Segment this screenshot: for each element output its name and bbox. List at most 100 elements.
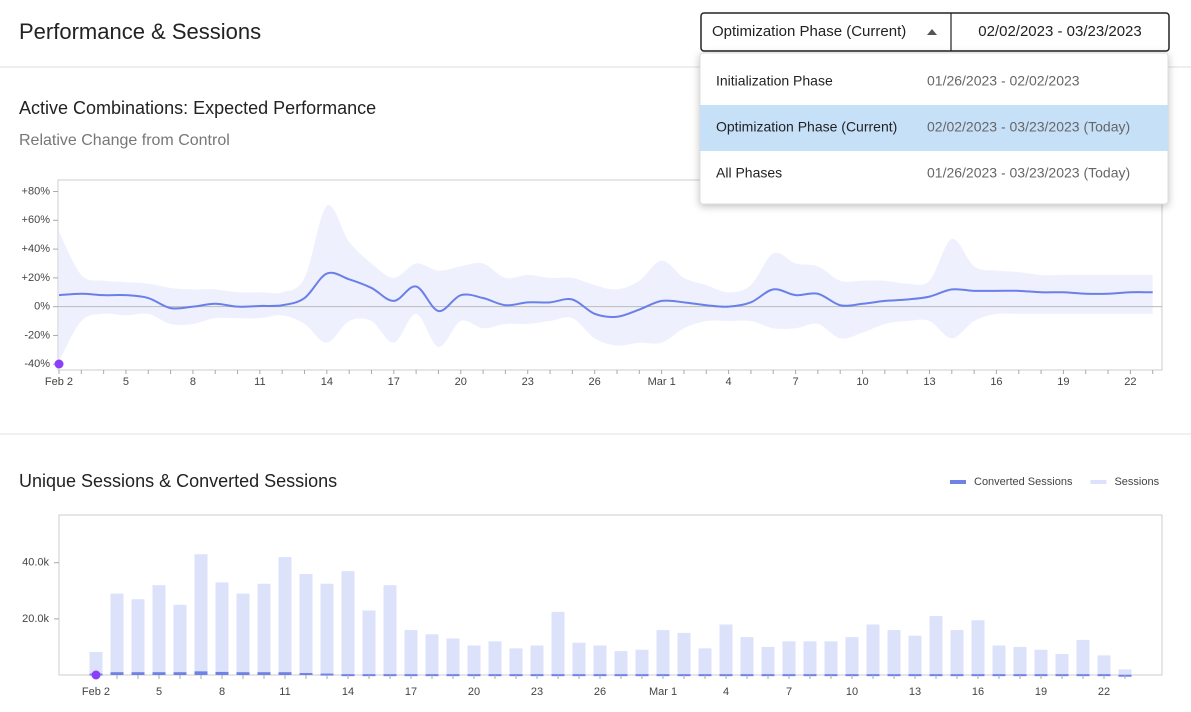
bar <box>614 651 628 675</box>
bar <box>89 651 103 675</box>
x-tick-label: 5 <box>156 686 162 698</box>
bar <box>236 672 250 675</box>
bar <box>299 573 313 675</box>
bar <box>320 673 334 676</box>
sessions-chart: 20.0k 40.0k Feb 2 5 8 11 14 17 20 23 26 Mar 1 4 7 10 13… <box>22 476 1163 698</box>
x-tick-label: Feb 2 <box>45 376 73 388</box>
x-tick-label: 14 <box>342 686 354 698</box>
hover-dot <box>54 359 64 369</box>
legend-label: Converted Sessions <box>974 476 1073 488</box>
phase-name[interactable]: All Phases <box>716 165 782 181</box>
bar <box>488 641 502 675</box>
date-range[interactable]: 02/02/2023 - 03/23/2023 <box>978 23 1141 40</box>
y-tick-label: 20.0k <box>22 613 49 625</box>
x-tick-label: 26 <box>589 376 601 388</box>
bar <box>908 635 922 675</box>
bar <box>509 648 523 675</box>
bar <box>467 645 481 675</box>
x-tick-label: 8 <box>190 376 196 388</box>
bar <box>1034 649 1048 675</box>
bar <box>719 624 733 675</box>
phase-range[interactable]: 02/02/2023 - 03/23/2023 (Today) <box>927 119 1130 135</box>
x-tick-label: 13 <box>923 376 935 388</box>
bar <box>173 672 187 675</box>
bar <box>110 593 124 675</box>
caret[interactable] <box>927 29 937 35</box>
bar <box>278 557 292 675</box>
bar <box>593 645 607 675</box>
bar <box>110 672 124 675</box>
bar <box>236 593 250 675</box>
bar <box>425 634 439 675</box>
x-tick-label: 26 <box>594 686 606 698</box>
confidence-band <box>59 205 1153 362</box>
x-tick-label: 22 <box>1124 376 1136 388</box>
bar <box>383 585 397 675</box>
bar <box>572 642 586 675</box>
bar <box>173 604 187 675</box>
bar <box>194 554 208 675</box>
bar <box>992 645 1006 675</box>
legend-swatch <box>1090 480 1107 484</box>
phase-range[interactable]: 01/26/2023 - 03/23/2023 (Today) <box>927 165 1130 181</box>
x-tick-label: 13 <box>909 686 921 698</box>
x-tick-label: Mar 1 <box>648 376 676 388</box>
selected-phase[interactable]: Optimization Phase (Current) <box>712 23 906 40</box>
phase-name[interactable]: Initialization Phase <box>716 73 833 89</box>
bar <box>866 624 880 675</box>
chart-title: Unique Sessions & Converted Sessions <box>19 471 337 491</box>
bar <box>1013 646 1027 675</box>
bar <box>362 610 376 675</box>
x-tick-label: 11 <box>279 686 290 698</box>
bar <box>404 630 418 675</box>
bar <box>1118 669 1132 675</box>
menu-item[interactable]: Initialization Phase 01/26/2023 - 02/02/2… <box>716 73 1080 89</box>
bar <box>551 611 565 675</box>
phase-range[interactable]: 01/26/2023 - 02/02/2023 <box>927 73 1080 89</box>
chart-subtitle: Relative Change from Control <box>19 132 230 149</box>
y-tick-label: +40% <box>22 243 51 255</box>
bar <box>1097 655 1111 675</box>
bar <box>950 630 964 675</box>
x-tick-label: Feb 2 <box>82 686 110 698</box>
x-tick-label: 23 <box>522 376 534 388</box>
y-tick-label: +60% <box>22 214 51 226</box>
x-tick-label: 5 <box>123 376 129 388</box>
bar <box>803 641 817 675</box>
y-tick-label: +80% <box>22 185 51 197</box>
menu-item[interactable]: Optimization Phase (Current) 02/02/2023 -… <box>700 105 1168 151</box>
x-tick-label: 10 <box>846 686 858 698</box>
bar <box>194 671 208 675</box>
phase-dropdown[interactable]: Optimization Phase (Current) 02/02/2023 … <box>700 12 1170 52</box>
bar <box>446 638 460 675</box>
x-tick-label: 17 <box>405 686 417 698</box>
chart-title: Active Combinations: Expected Performanc… <box>19 98 376 118</box>
bar <box>152 672 166 675</box>
phase-name[interactable]: Optimization Phase (Current) <box>716 119 897 135</box>
x-tick-label: 4 <box>723 686 729 698</box>
x-tick-label: 22 <box>1098 686 1110 698</box>
dropdown-box[interactable] <box>700 12 1170 52</box>
legend-swatch <box>950 480 966 484</box>
x-tick-label: 10 <box>856 376 868 388</box>
page-title: Performance & Sessions <box>19 19 261 44</box>
x-tick-label: 20 <box>455 376 467 388</box>
x-tick-label: 4 <box>726 376 732 388</box>
bar <box>1055 653 1069 675</box>
plot-frame <box>58 514 1163 676</box>
bar <box>299 673 313 676</box>
x-tick-label: 20 <box>468 686 480 698</box>
y-tick-label: 40.0k <box>22 557 49 569</box>
bar <box>782 641 796 675</box>
x-tick-label: 17 <box>388 376 400 388</box>
x-tick-label: 19 <box>1035 686 1047 698</box>
menu-highlight[interactable] <box>700 105 1168 151</box>
menu-item[interactable]: All Phases 01/26/2023 - 03/23/2023 (Today… <box>716 165 1130 181</box>
x-tick-label: 19 <box>1057 376 1069 388</box>
x-tick-label: 16 <box>972 686 984 698</box>
y-tick-label: 0% <box>34 301 50 313</box>
bar <box>215 671 229 675</box>
bar <box>278 672 292 675</box>
bar <box>929 616 943 675</box>
x-tick-label: 11 <box>254 376 265 388</box>
